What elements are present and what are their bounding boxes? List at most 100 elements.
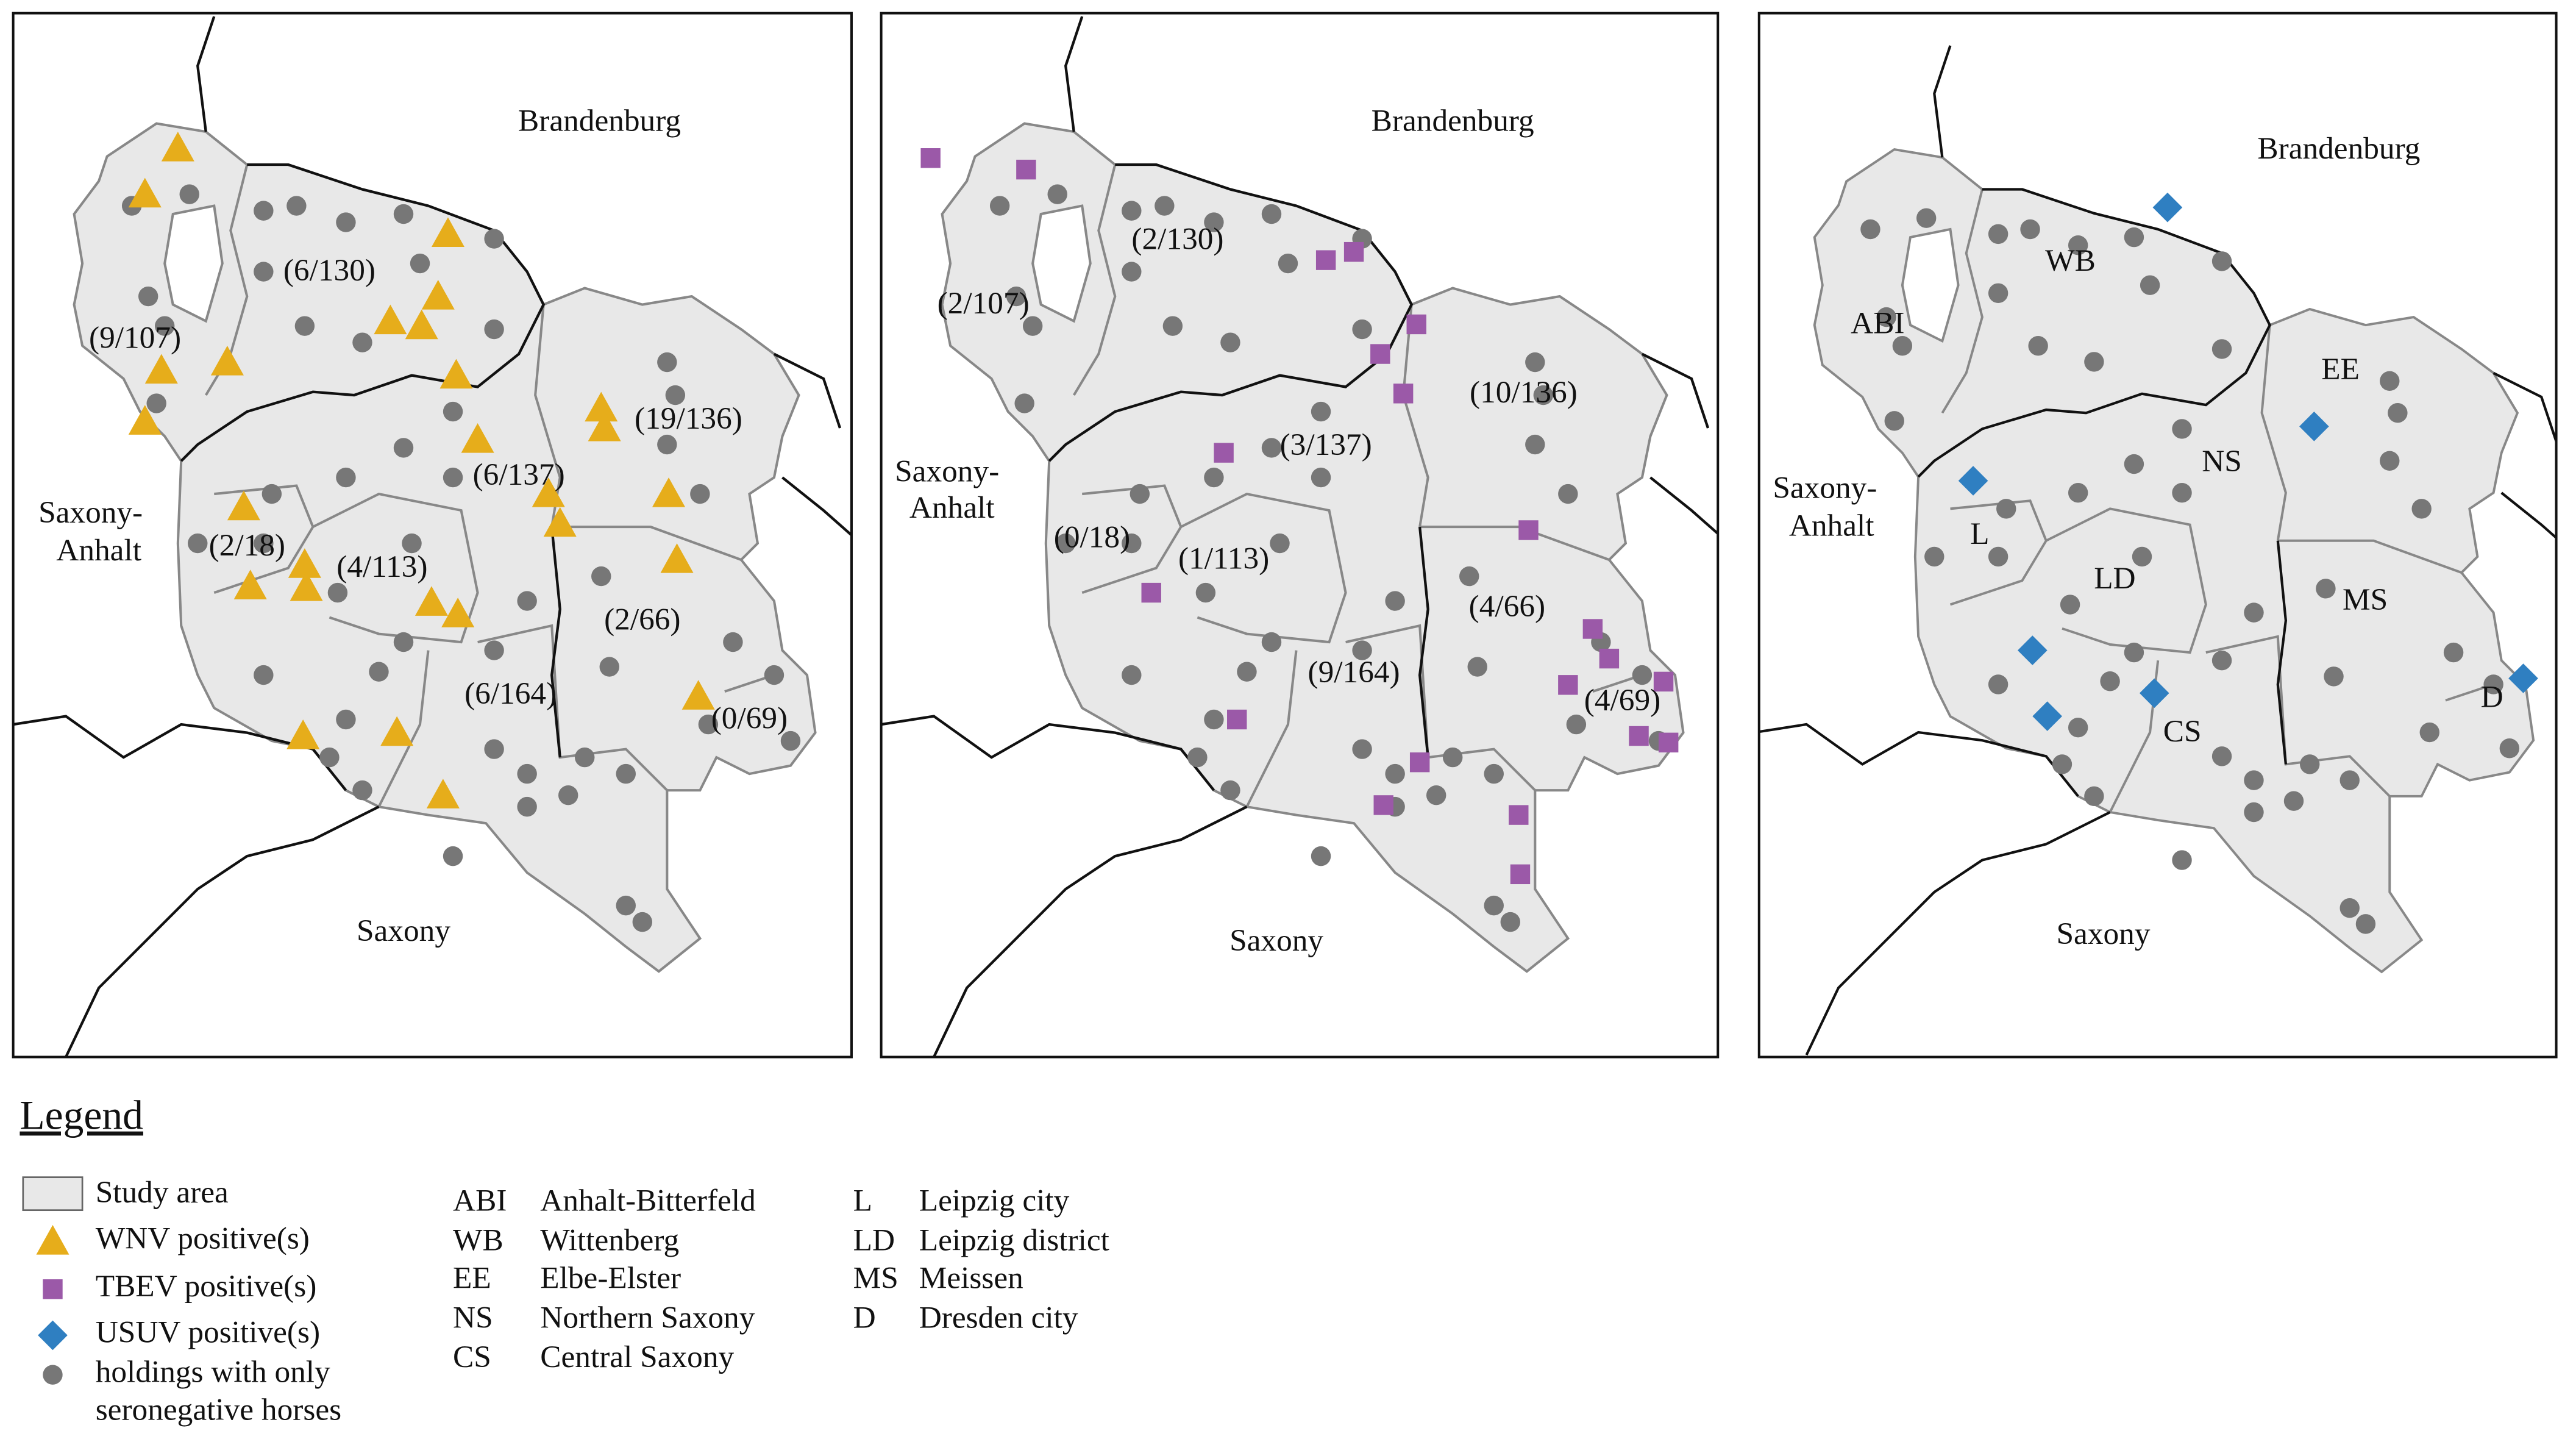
- tbev-marker: [1315, 250, 1336, 270]
- holding-dot: [1352, 739, 1372, 759]
- wnv-marker: [585, 391, 618, 422]
- holding-dot: [2124, 454, 2144, 474]
- tbev-marker: [1406, 314, 1426, 335]
- usuv-marker: [2508, 663, 2538, 693]
- holding-dot: [262, 484, 282, 504]
- legend: Legend Study area WNV positive(s) TBEV posi…: [20, 1093, 1109, 1427]
- wnv-marker: [660, 543, 694, 573]
- holding-dot: [443, 467, 463, 488]
- region-label: (2/130): [1131, 222, 1223, 257]
- holding-dot: [1860, 219, 1880, 240]
- holding-dot: [1892, 336, 1913, 356]
- state-label: Anhalt: [1789, 509, 1874, 543]
- holding-dot: [1014, 393, 1034, 413]
- tbev-marker: [43, 1279, 63, 1299]
- holding-dot: [1270, 533, 1290, 554]
- holding-dot: [2124, 642, 2144, 663]
- holding-dot: [657, 434, 677, 455]
- holding-dot: [558, 785, 578, 805]
- abbreviation-code: CS: [453, 1340, 491, 1374]
- wnv-marker: [288, 548, 321, 578]
- region-label: (6/130): [283, 253, 375, 288]
- holding-dot: [1467, 657, 1487, 677]
- holding-dot: [1876, 307, 1896, 327]
- holding-dot: [2355, 914, 2376, 934]
- wnv-marker: [374, 304, 407, 335]
- holding-dot: [2443, 642, 2464, 663]
- state-label: Brandenburg: [518, 103, 681, 138]
- tbev-marker: [1582, 619, 1603, 639]
- holding-dot: [2380, 371, 2400, 391]
- abbreviation-name: Northern Saxony: [540, 1300, 755, 1335]
- holding-dot: [723, 632, 743, 652]
- holding-dot: [2388, 403, 2408, 423]
- region-label: (9/107): [89, 321, 181, 355]
- holding-dot: [1916, 208, 1937, 228]
- holding-dot: [1996, 499, 2016, 519]
- holding-dot: [2339, 770, 2360, 790]
- legend-swatch: [22, 1176, 84, 1212]
- wnv-marker: [652, 477, 686, 507]
- holding-dot: [2324, 666, 2344, 687]
- holding-dot: [2100, 671, 2120, 691]
- usuv-marker: [2152, 192, 2183, 223]
- holding-dot: [1187, 747, 1208, 768]
- holding-dot: [1162, 316, 1183, 336]
- holding-dot: [764, 665, 785, 685]
- region-label: (3/137): [1280, 427, 1372, 462]
- holding-dot: [698, 714, 719, 735]
- holding-dot: [2339, 898, 2360, 918]
- map-panel: Brandenburg Saxony- Anhalt Saxony WB ABI EE NS L…: [1756, 12, 2569, 1059]
- tbev-marker: [1370, 344, 1390, 364]
- region-label: (0/18): [1054, 520, 1130, 554]
- wnv-marker: [588, 412, 621, 441]
- holding-dot: [2124, 227, 2144, 248]
- tbev-marker: [1409, 752, 1430, 773]
- state-label: Saxony-: [1773, 470, 1877, 505]
- holding-dot: [1385, 763, 1405, 784]
- legend-label: TBEV positive(s): [96, 1269, 317, 1304]
- tbev-marker: [1141, 582, 1161, 603]
- legend-label: seronegative horses: [96, 1393, 341, 1427]
- abbreviation-name: Central Saxony: [540, 1340, 734, 1374]
- wnv-marker: [532, 477, 565, 507]
- holding-dot: [1122, 533, 1142, 554]
- legend-label: holdings with only: [96, 1354, 330, 1389]
- holding-dot: [1352, 640, 1372, 660]
- wnv-marker: [227, 490, 260, 521]
- holding-dot: [254, 665, 274, 685]
- region-label: EE: [2321, 352, 2360, 387]
- holding-dot: [1047, 184, 1067, 204]
- wnv-marker: [461, 423, 494, 453]
- holding-dot: [2483, 674, 2503, 695]
- holding-dot: [1237, 662, 1257, 682]
- map-content: [1756, 46, 2569, 1055]
- holding-dot: [2084, 786, 2104, 807]
- map-panels: BrandenburgSaxony-AnhaltSaxony(6/130)(9/…: [12, 12, 2569, 1059]
- holding-dot: [188, 533, 208, 554]
- state-label: Saxony-: [895, 454, 999, 488]
- region-label: (4/69): [1584, 683, 1660, 718]
- holding-dot: [443, 846, 463, 866]
- holding-dot: [443, 401, 463, 422]
- holding-dot: [393, 632, 414, 652]
- holding-dot: [1056, 533, 1076, 554]
- usuv-marker: [2032, 701, 2062, 731]
- panel-frame: [1757, 12, 2558, 1059]
- abbreviation-name: Leipzig district: [919, 1223, 1109, 1257]
- region-label: (0/69): [711, 701, 788, 735]
- region-label: (19/136): [635, 401, 742, 436]
- holding-dot: [1204, 467, 1224, 488]
- holding-dot: [402, 533, 422, 554]
- holding-dot: [1204, 212, 1224, 232]
- wnv-marker: [681, 680, 715, 710]
- holding-dot: [1122, 262, 1142, 282]
- holding-dot: [1988, 224, 2008, 245]
- map-panel: Brandenburg Saxony-Anhalt Saxony (2/130) (2/…: [880, 12, 1720, 1059]
- tbev-marker: [1658, 732, 1679, 753]
- holding-dot: [1988, 283, 2008, 303]
- holding-dot: [1155, 196, 1175, 216]
- region-label: MS: [2343, 582, 2388, 617]
- holding-dot: [1022, 316, 1043, 336]
